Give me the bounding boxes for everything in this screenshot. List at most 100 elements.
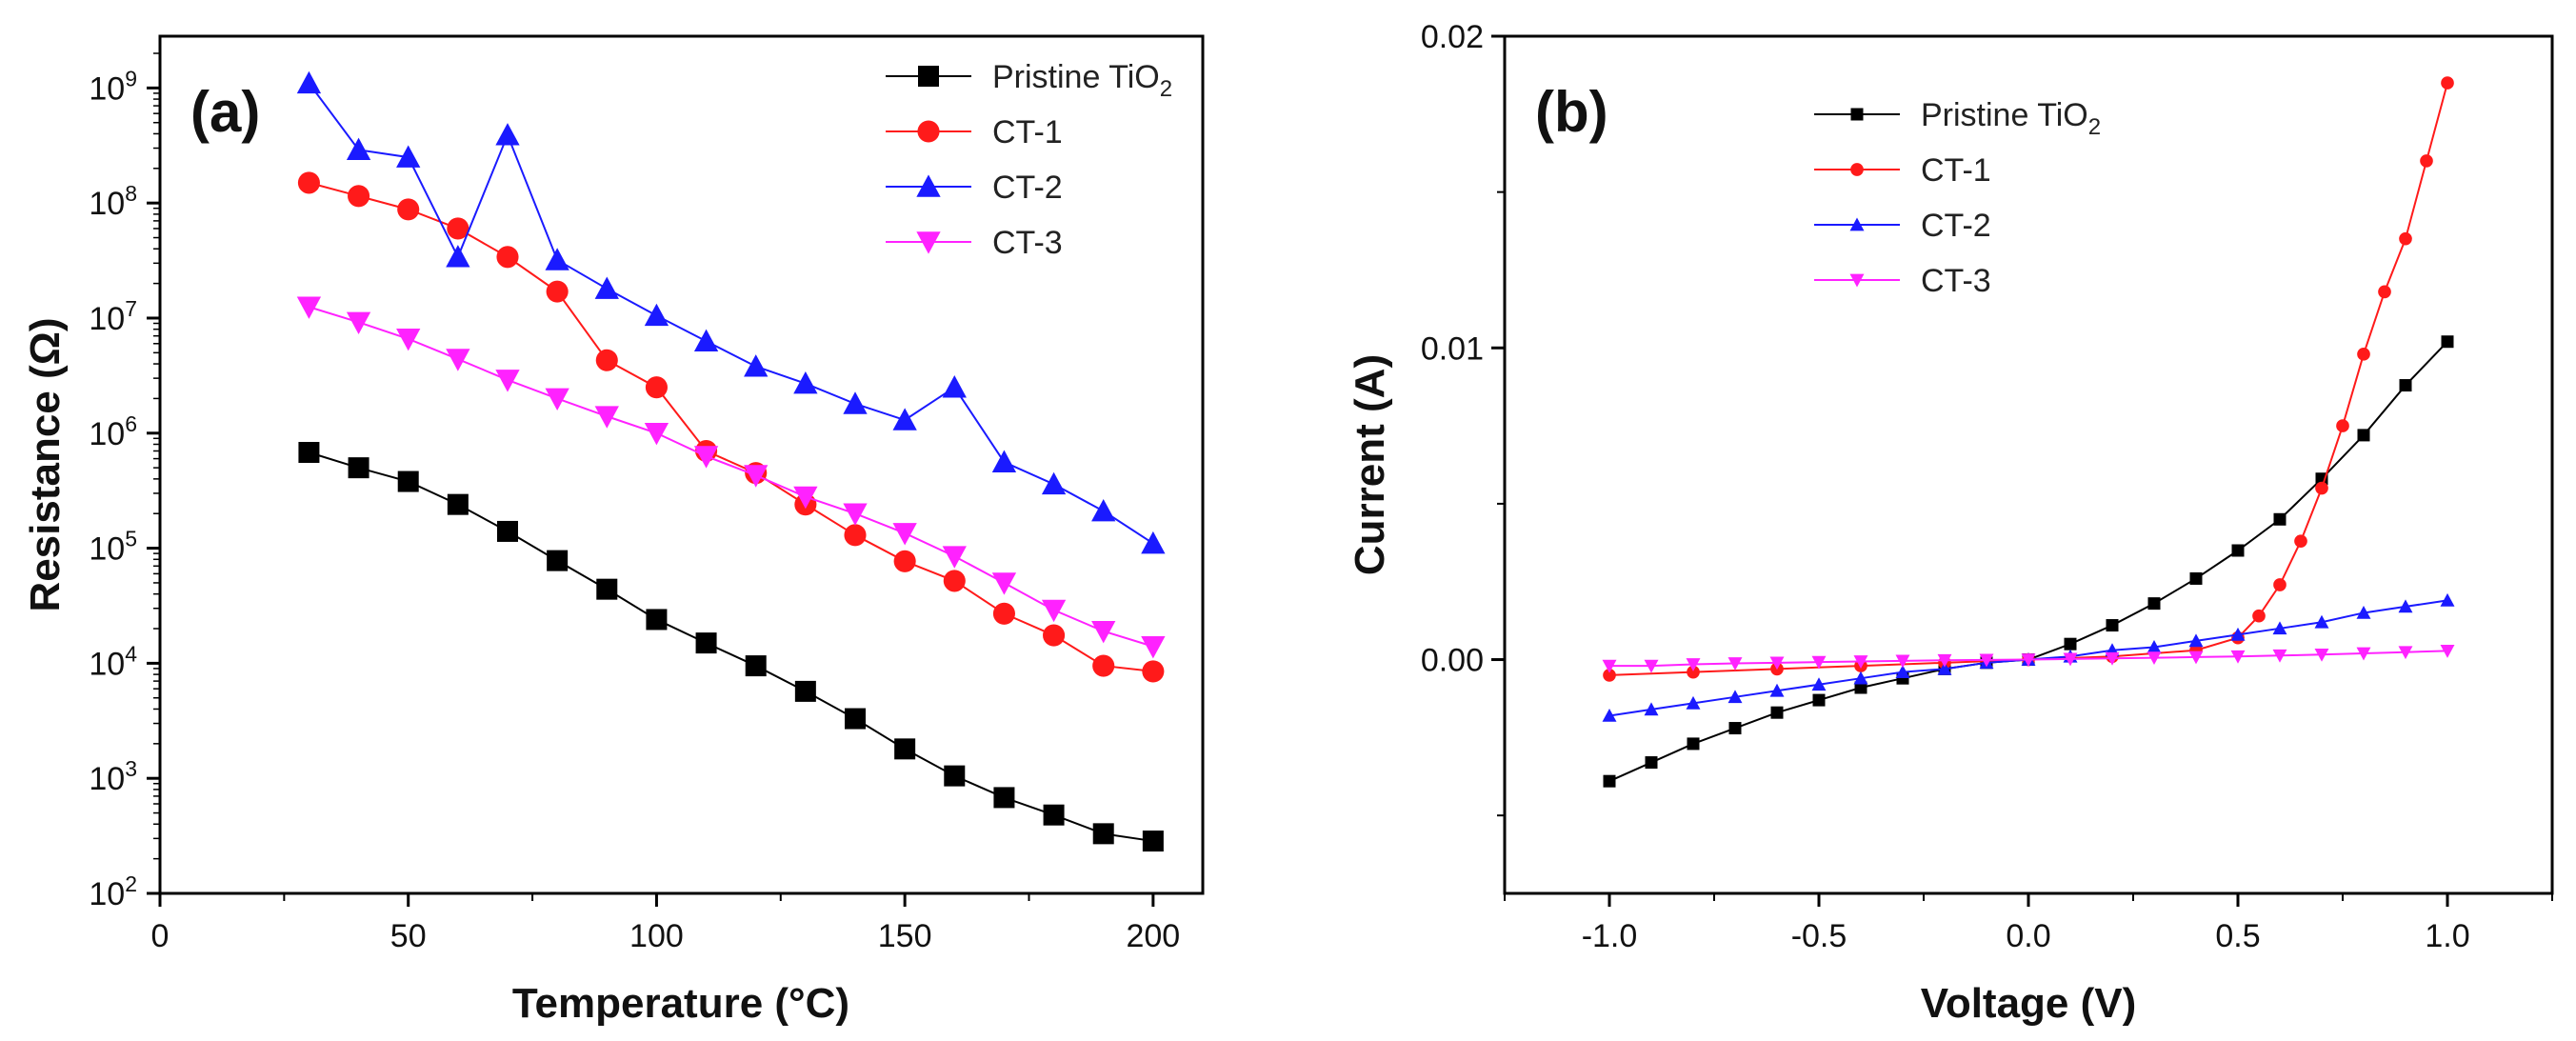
data-point [396,329,421,351]
data-point [2230,627,2246,641]
data-point [2106,619,2119,632]
data-point [446,245,470,268]
data-point [346,311,371,334]
data-point [892,408,917,430]
data-point [942,546,967,569]
data-point [296,296,322,319]
series-pristine-tio [298,442,1164,852]
data-point [547,550,569,571]
data-point [1043,624,1066,647]
legend-marker [916,231,941,254]
panel-a-label: (a) [190,80,260,144]
series-ct-3 [296,296,1166,659]
data-point [346,137,371,161]
data-point [1091,620,1116,644]
data-point [297,171,320,194]
data-point [845,708,866,730]
data-point [1092,823,1114,845]
data-point [1041,599,1067,623]
data-point [1895,654,1910,669]
data-point [1602,708,1617,722]
legend-marker [916,174,941,197]
data-point [1728,722,1742,735]
data-point [296,70,322,94]
data-point [2356,647,2371,661]
data-point [298,442,320,464]
data-point [397,198,420,221]
data-point [2398,599,2413,613]
panel-b-label: (b) [1535,80,1608,144]
data-point [843,391,868,414]
data-point [1937,653,1952,668]
data-point [1142,831,1164,852]
panel-a-x-axis-title: Temperature (°C) [512,980,849,1027]
data-point [397,470,419,492]
legend-marker [918,66,939,87]
data-point [1092,654,1115,677]
data-point [1853,655,1868,669]
legend-marker [1849,217,1865,231]
data-point [1043,804,1065,826]
legend-label: Pristine TiO2 [992,59,1172,102]
data-point [944,765,966,787]
panel-a-series [296,70,1166,852]
data-point [2314,614,2329,629]
panel-a-legend: Pristine TiO2 CT-1 CT-2 CT-3 [886,59,1172,261]
panel-b-series [1602,76,2455,788]
panel-b: (b) -1.0 -0.5 0.0 0.5 1.0 0.00 0.01 0.02 Prist… [1347,19,2554,1027]
data-point [2273,578,2286,591]
data-point [1645,756,1658,770]
legend-item: CT-3 [1814,263,1991,299]
data-point [2189,571,2203,585]
data-point [2357,347,2370,361]
data-point [2399,231,2412,246]
legend-item: CT-1 [1814,152,1991,189]
panel-a-frame [158,34,1205,895]
data-point [497,520,518,542]
legend-label: CT-3 [992,225,1063,261]
data-point [2294,534,2307,549]
data-point [2441,335,2454,349]
data-point [2188,633,2204,648]
data-point [1686,658,1701,671]
data-point [1644,702,1659,716]
data-point [793,486,818,510]
x-tick-label: 0 [151,918,170,954]
data-point [2188,651,2204,665]
data-point [2105,651,2120,666]
y-tick-label: 104 [89,641,137,682]
x-tick-label: 200 [1126,918,1180,954]
data-point [2147,597,2161,611]
data-point [894,738,916,760]
series-pristine-tio [1603,335,2454,788]
data-point [646,609,668,631]
data-point [2230,650,2246,664]
data-point [1727,690,1743,704]
series-line [309,306,1154,648]
data-point [844,524,867,547]
data-point [1603,774,1616,788]
legend-marker [1850,108,1864,121]
data-point [793,371,818,394]
legend-item: Pristine TiO2 [886,59,1172,102]
legend-item: CT-2 [886,170,1063,206]
data-point [447,493,469,515]
data-point [1769,656,1785,671]
data-point [2021,653,2036,668]
legend-label: CT-2 [1921,208,1991,244]
data-point [596,578,618,600]
data-point [794,680,816,702]
data-point [1687,737,1700,751]
data-point [1769,683,1785,697]
data-point [594,406,619,429]
data-point [2378,285,2391,299]
data-point [2315,481,2328,495]
panel-b-x-axis-title: Voltage (V) [1921,980,2137,1027]
data-point [744,354,769,377]
x-tick-label: -1.0 [1582,918,1638,954]
data-point [2147,639,2162,653]
panel-a: (a) 0 50 100 150 200 10210310410510610710810… [22,34,1205,1027]
data-point [1770,706,1784,719]
data-point [942,375,967,398]
